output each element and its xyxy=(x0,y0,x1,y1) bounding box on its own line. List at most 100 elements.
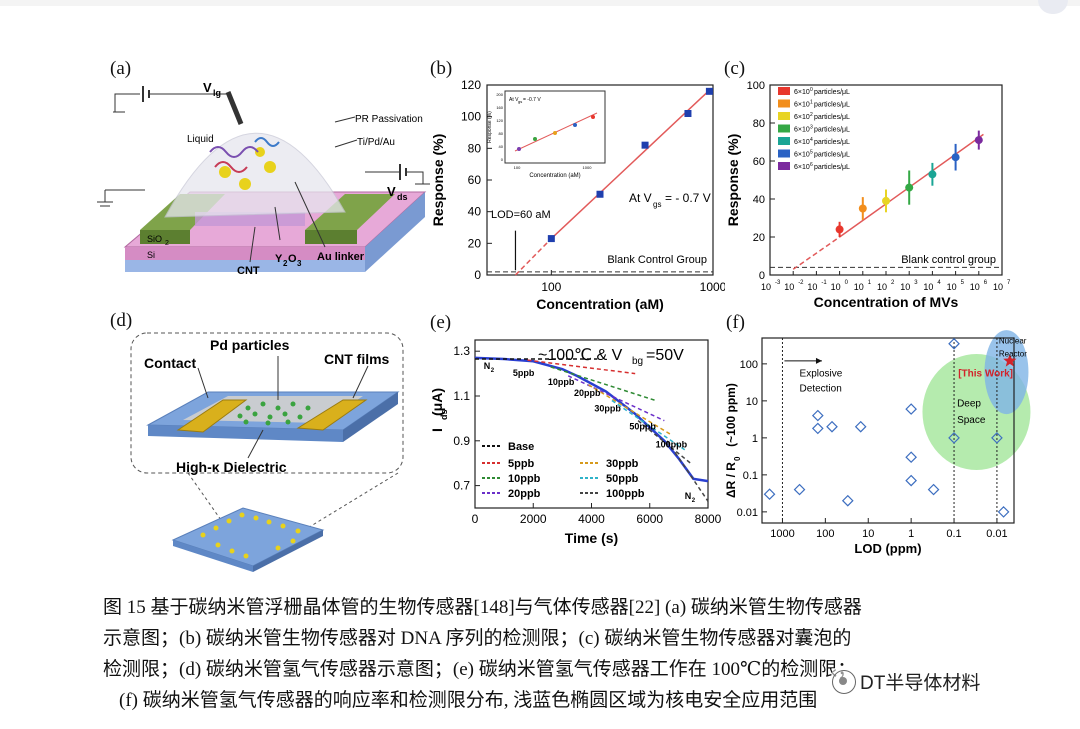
y2o3-sub2: 3 xyxy=(297,259,302,268)
chart-c-legend-exp: 5 xyxy=(810,150,813,156)
chart-e-legend-label: 10ppb xyxy=(508,473,541,485)
chart-e-step-label: N xyxy=(685,491,692,501)
chart-e-xlabel: Time (s) xyxy=(565,530,618,546)
chart-b-ytick-label: 100 xyxy=(461,110,481,124)
chart-f-point xyxy=(841,494,854,507)
chart-b-inset-point xyxy=(573,123,577,127)
chart-f-xtick-label: 10 xyxy=(862,528,874,540)
chart-f-xtick-label: 0.1 xyxy=(946,528,961,540)
chart-b-inset-ylabel: Response (%) xyxy=(487,111,493,143)
chart-b-xtick-label: 100 xyxy=(541,280,561,294)
chart-c-xtick-exp: 2 xyxy=(891,280,895,286)
chart-c-legend-name: 6×10 xyxy=(794,102,810,109)
chart-c-ytick-label: 100 xyxy=(747,80,765,92)
chart-c-legend-name: 6×10 xyxy=(794,139,810,146)
chart-f-point xyxy=(826,420,838,433)
chart-b-vgs-sub: gs xyxy=(653,200,661,209)
chart-f-point xyxy=(997,506,1010,518)
chart-b-ylabel: Response (%) xyxy=(430,134,446,227)
vlg-sub: lg xyxy=(213,88,221,98)
caption-line-3: 检测限；(d) 碳纳米管氢气传感器示意图；(e) 碳纳米管氢气传感器工作在 10… xyxy=(103,659,857,680)
chart-f-ylabel-sub: 0 xyxy=(733,456,742,461)
si-label: Si xyxy=(147,250,155,260)
chart-c-legend-swatch xyxy=(778,124,790,133)
chart-f-explosive-arrowhead xyxy=(815,357,822,364)
chart-c-legend-exp: 1 xyxy=(810,100,813,106)
panel-c-label: (c) xyxy=(724,58,746,79)
chart-c-legend-swatch xyxy=(778,112,790,120)
chart-c-xtick-exp: -3 xyxy=(775,280,781,286)
chart-b-inset-point xyxy=(553,131,557,135)
chart-e-xtick-label: 0 xyxy=(472,512,479,526)
sio2-sub: 2 xyxy=(165,240,169,247)
chart-e-xtick-label: 8000 xyxy=(695,512,722,526)
chart-c-ytick-label: 20 xyxy=(753,232,765,244)
chart-c-xtick-label: 10 xyxy=(970,282,980,292)
chart-f-frame xyxy=(761,337,1015,524)
top-edge xyxy=(0,0,1080,6)
chart-c-point xyxy=(951,153,960,162)
chart-c-xtick-exp: -1 xyxy=(821,280,827,286)
chart-b-point xyxy=(547,235,555,243)
chart-b-inset-ytick: 200 xyxy=(496,92,503,97)
chart-f-point xyxy=(905,451,917,464)
chart-b-inset-ytick: 0 xyxy=(501,157,504,162)
chart-f-ytick-label: 1 xyxy=(752,433,758,445)
chart-b-inset-ytick: 120 xyxy=(496,118,503,123)
chart-b-inset-ytick: 40 xyxy=(499,144,504,149)
chart-c-legend-swatch xyxy=(778,162,790,170)
chart-f-ylabel-rest: (~100 ppm) xyxy=(724,383,738,447)
liquid-label: Liquid xyxy=(187,134,214,145)
chart-e-ytick-label: 1.3 xyxy=(453,344,470,358)
pr-passivation-label: PR Passivation xyxy=(355,114,423,125)
y2o3-sub1: 2 xyxy=(283,259,288,268)
chart-f: 0.01 0.1 1 10 100 1000 100 10 1 0.1 0.01 LOD (ppm) Δ… xyxy=(724,330,1031,556)
wechat-logo-icon xyxy=(832,669,856,694)
caption-line-4: (f) 碳纳米管氢气传感器的响应率和检测限分布, 浅蓝色椭圆区域为核电安全应用范… xyxy=(119,690,818,711)
chart-b-inset-title: At V xyxy=(509,97,519,103)
chart-f-nuclear-region xyxy=(984,330,1029,415)
chart-c-ytick-label: 0 xyxy=(759,270,765,282)
chart-b-ytick-label: 80 xyxy=(468,141,482,155)
tipdau-label: Ti/Pd/Au xyxy=(357,137,395,148)
chart-e-legend-label: Base xyxy=(508,441,534,453)
chart-c-xtick-label: 10 xyxy=(807,282,817,292)
chart-b-inset-point xyxy=(533,137,537,141)
y2o3-o: O xyxy=(288,253,297,265)
chart-c-xlabel: Concentration of MVs xyxy=(814,294,959,310)
chart-e-xtick-label: 6000 xyxy=(636,512,663,526)
chart-e-fit-line xyxy=(637,420,691,464)
vds-sub: ds xyxy=(397,192,408,202)
chart-f-point xyxy=(763,488,776,501)
chart-c-legend-name: 6×10 xyxy=(794,127,810,134)
chart-b-xtick-label: 1000 xyxy=(700,280,725,294)
chart-b-point xyxy=(684,110,692,117)
chart-b-point xyxy=(596,190,604,198)
chart-f-xtick-label: 100 xyxy=(816,528,834,540)
chart-e-step-label: 5ppb xyxy=(513,368,535,378)
chart-e-step-label: 30ppb xyxy=(594,404,621,414)
dielectric-label: High-κ Dielectric xyxy=(176,459,287,475)
chart-f-point xyxy=(905,474,917,487)
chart-e-fit-line xyxy=(588,384,671,435)
chart-b-ytick-label: 120 xyxy=(461,78,481,92)
chart-f-point xyxy=(948,432,960,444)
chart-f-detection-label: Detection xyxy=(800,383,842,394)
chart-b-blank-label: Blank Control Group xyxy=(607,254,707,266)
chart-f-reactor-label: Reactor xyxy=(999,349,1027,358)
chart-e-step-label: 20ppb xyxy=(574,388,601,398)
panel-e-label: (e) xyxy=(430,312,452,333)
chart-c-xtick-exp: -2 xyxy=(798,280,804,286)
chart-c-legend-swatch xyxy=(778,137,790,145)
chart-f-point xyxy=(793,483,806,496)
chart-e-legend-label: 100ppb xyxy=(606,488,645,500)
chart-f-point xyxy=(905,403,917,415)
chart-c-ytick-label: 80 xyxy=(753,118,765,130)
chart-f-xtick-label: 1 xyxy=(908,528,914,540)
chart-c-legend-unit: particles/μL xyxy=(814,89,850,96)
chart-c-xtick-exp: 4 xyxy=(937,280,941,286)
chart-c-xtick-label: 10 xyxy=(761,282,771,292)
chart-c-legend-unit: particles/μL xyxy=(814,152,850,159)
chart-c-xtick-label: 10 xyxy=(854,282,864,292)
